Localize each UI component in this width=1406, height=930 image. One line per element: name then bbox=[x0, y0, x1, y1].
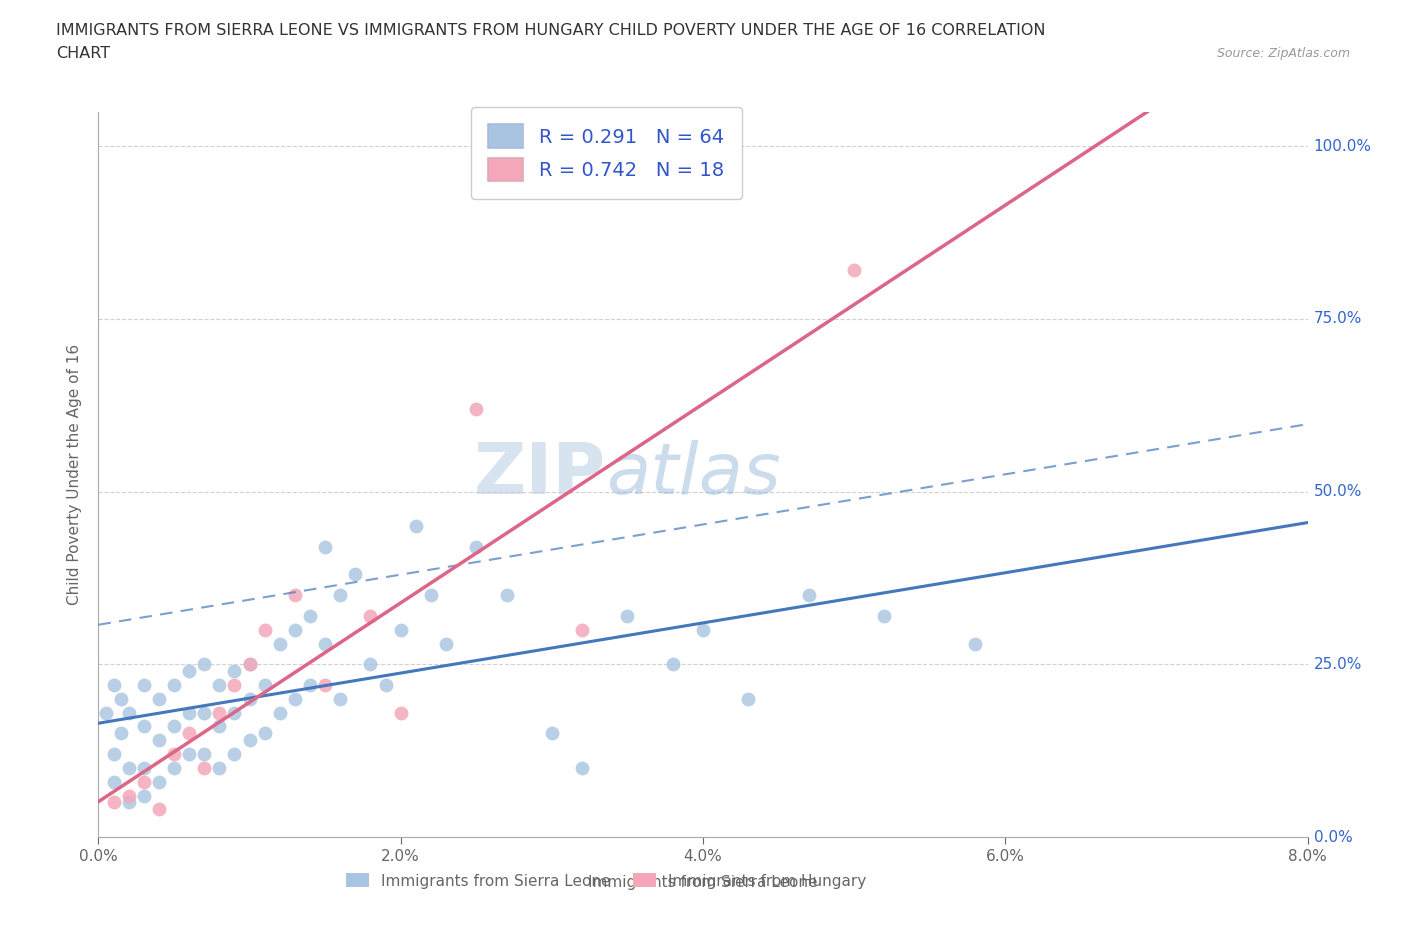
Point bbox=[163, 761, 186, 776]
Point bbox=[193, 705, 215, 720]
Point bbox=[434, 636, 457, 651]
Point bbox=[389, 705, 412, 720]
Text: IMMIGRANTS FROM SIERRA LEONE VS IMMIGRANTS FROM HUNGARY CHILD POVERTY UNDER THE : IMMIGRANTS FROM SIERRA LEONE VS IMMIGRAN… bbox=[56, 23, 1046, 38]
Text: 50.0%: 50.0% bbox=[1313, 485, 1362, 499]
Point bbox=[314, 678, 336, 693]
Text: 25.0%: 25.0% bbox=[1313, 657, 1362, 671]
Point bbox=[132, 788, 155, 803]
Point bbox=[420, 588, 443, 603]
Point bbox=[103, 775, 125, 790]
Point bbox=[193, 747, 215, 762]
Point bbox=[148, 802, 170, 817]
Point bbox=[797, 588, 820, 603]
Point bbox=[179, 705, 201, 720]
Point bbox=[253, 726, 276, 741]
Point bbox=[844, 263, 866, 278]
Point bbox=[94, 705, 117, 720]
Y-axis label: Child Poverty Under the Age of 16: Child Poverty Under the Age of 16 bbox=[67, 344, 83, 604]
Point bbox=[110, 726, 132, 741]
Text: ZIP: ZIP bbox=[474, 440, 606, 509]
Point bbox=[179, 664, 201, 679]
Point bbox=[692, 622, 714, 637]
Text: atlas: atlas bbox=[606, 440, 780, 509]
Text: 0.0%: 0.0% bbox=[1313, 830, 1353, 844]
Point bbox=[193, 761, 215, 776]
Point bbox=[329, 588, 352, 603]
Point bbox=[314, 539, 336, 554]
Point bbox=[132, 719, 155, 734]
Point bbox=[314, 636, 336, 651]
Point bbox=[269, 705, 291, 720]
Point bbox=[132, 761, 155, 776]
Point bbox=[208, 719, 231, 734]
Text: Source: ZipAtlas.com: Source: ZipAtlas.com bbox=[1216, 46, 1350, 60]
Point bbox=[374, 678, 396, 693]
Point bbox=[118, 705, 141, 720]
Point bbox=[284, 622, 307, 637]
Point bbox=[239, 733, 262, 748]
Point bbox=[118, 761, 141, 776]
Point bbox=[224, 678, 246, 693]
Point bbox=[465, 401, 488, 416]
Point bbox=[103, 747, 125, 762]
Point bbox=[616, 608, 638, 623]
Point bbox=[465, 539, 488, 554]
Point bbox=[360, 657, 382, 671]
Point bbox=[405, 519, 427, 534]
Point bbox=[103, 678, 125, 693]
Point bbox=[299, 678, 322, 693]
Point bbox=[253, 678, 276, 693]
Point bbox=[132, 775, 155, 790]
Point bbox=[208, 761, 231, 776]
Point bbox=[179, 726, 201, 741]
Point bbox=[193, 657, 215, 671]
Point bbox=[495, 588, 517, 603]
Text: 100.0%: 100.0% bbox=[1313, 139, 1372, 153]
Point bbox=[571, 622, 593, 637]
Point bbox=[873, 608, 896, 623]
Point bbox=[163, 747, 186, 762]
Point bbox=[661, 657, 683, 671]
Point bbox=[239, 657, 262, 671]
Point bbox=[965, 636, 987, 651]
Point bbox=[269, 636, 291, 651]
Point bbox=[299, 608, 322, 623]
Point bbox=[540, 726, 562, 741]
Point bbox=[737, 691, 759, 706]
Point bbox=[179, 747, 201, 762]
Point bbox=[239, 691, 262, 706]
Point bbox=[163, 678, 186, 693]
Point bbox=[118, 795, 141, 810]
Point bbox=[329, 691, 352, 706]
Point bbox=[344, 567, 367, 582]
Point bbox=[224, 664, 246, 679]
Point bbox=[103, 795, 125, 810]
Point bbox=[571, 761, 593, 776]
Text: 75.0%: 75.0% bbox=[1313, 312, 1362, 326]
Point bbox=[253, 622, 276, 637]
Point bbox=[284, 691, 307, 706]
Point bbox=[148, 733, 170, 748]
Point bbox=[118, 788, 141, 803]
Point bbox=[110, 691, 132, 706]
X-axis label: Immigrants from Sierra Leone: Immigrants from Sierra Leone bbox=[588, 875, 818, 890]
Point bbox=[132, 678, 155, 693]
Point bbox=[360, 608, 382, 623]
Point bbox=[284, 588, 307, 603]
Legend: Immigrants from Sierra Leone, Immigrants from Hungary: Immigrants from Sierra Leone, Immigrants… bbox=[340, 868, 873, 895]
Point bbox=[163, 719, 186, 734]
Point bbox=[208, 705, 231, 720]
Point bbox=[148, 691, 170, 706]
Point bbox=[239, 657, 262, 671]
Point bbox=[389, 622, 412, 637]
Point bbox=[224, 705, 246, 720]
Point bbox=[208, 678, 231, 693]
Text: CHART: CHART bbox=[56, 46, 110, 61]
Point bbox=[224, 747, 246, 762]
Point bbox=[148, 775, 170, 790]
